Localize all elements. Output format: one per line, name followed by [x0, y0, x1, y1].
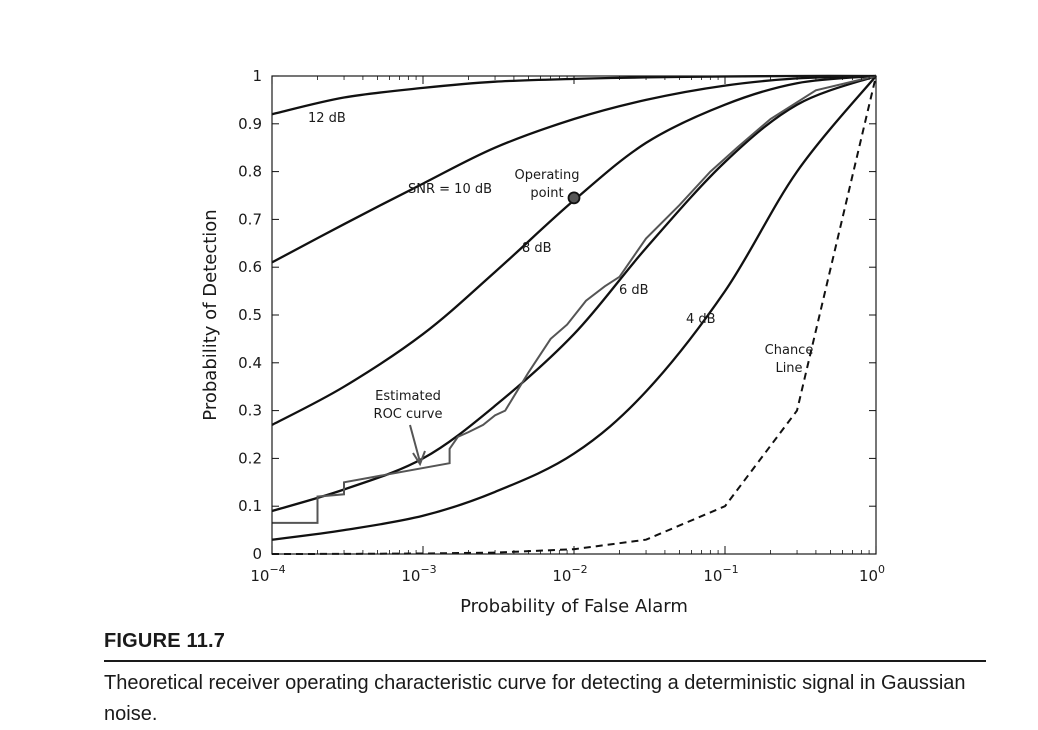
series-snr-10-db: [271, 74, 877, 264]
x-tick-exponent: −1: [722, 563, 738, 576]
x-tick-exponent: −3: [420, 563, 436, 576]
y-tick-label: 0.6: [238, 258, 262, 276]
x-tick-base: 10: [552, 567, 571, 585]
x-tick-exponent: −2: [571, 563, 587, 576]
series-8-db: [271, 74, 877, 426]
y-tick-label: 0.1: [238, 497, 262, 515]
series-estimated-roc-curve: [272, 75, 877, 524]
figure-caption: Theoretical receiver operating character…: [104, 672, 966, 725]
y-tick-label: 0.5: [238, 306, 262, 324]
y-tick-label: 0.3: [238, 402, 262, 420]
x-tick-base: 10: [703, 567, 722, 585]
operating-point-annotation: Operating: [515, 168, 580, 183]
estimated-roc-annotation: Estimated: [375, 389, 441, 404]
y-tick-label: 0: [252, 545, 262, 563]
y-tick-label: 0.9: [238, 115, 262, 133]
series-label: SNR = 10 dB: [408, 182, 492, 197]
estimated-roc-arrowhead: [412, 450, 426, 467]
y-tick-label: 0.2: [238, 449, 262, 467]
x-tick-label: 100: [859, 563, 885, 585]
x-tick-exponent: 0: [878, 563, 885, 576]
x-tick-label: 10−3: [401, 563, 436, 585]
curves-layer: [271, 74, 877, 555]
x-tick-label: 10−4: [250, 563, 285, 585]
series-label: 12 dB: [308, 111, 346, 126]
labels-layer: Probability of False Alarm Probability o…: [200, 209, 688, 617]
y-tick-label: 1: [252, 67, 262, 85]
x-tick-base: 10: [401, 567, 420, 585]
x-axis-title: Probability of False Alarm: [460, 596, 688, 617]
series-6-db: [271, 74, 877, 513]
operating-point-marker: [567, 191, 581, 205]
chance-line-annotation: Line: [775, 361, 802, 376]
series-label: 6 dB: [619, 283, 649, 298]
y-tick-label: 0.8: [238, 163, 262, 181]
estimated-roc-arrow: [409, 424, 421, 463]
y-tick-label: 0.4: [238, 354, 262, 372]
x-tick-base: 10: [250, 567, 269, 585]
estimated-roc-annotation: ROC curve: [374, 407, 443, 422]
x-tick-label: 10−2: [552, 563, 587, 585]
series-label: 8 dB: [522, 241, 552, 256]
x-tick-exponent: −4: [269, 563, 285, 576]
figure-divider: [104, 660, 986, 662]
x-tick-label: 10−1: [703, 563, 738, 585]
series-label: 4 dB: [686, 312, 716, 327]
y-axis-title: Probability of Detection: [200, 209, 221, 420]
figure-label: FIGURE 11.7: [104, 630, 226, 652]
operating-point-annotation: point: [530, 186, 563, 201]
chance-line-annotation: Chance: [765, 343, 814, 358]
series-4-db: [271, 75, 877, 541]
x-tick-base: 10: [859, 567, 878, 585]
y-tick-label: 0.7: [238, 210, 262, 228]
